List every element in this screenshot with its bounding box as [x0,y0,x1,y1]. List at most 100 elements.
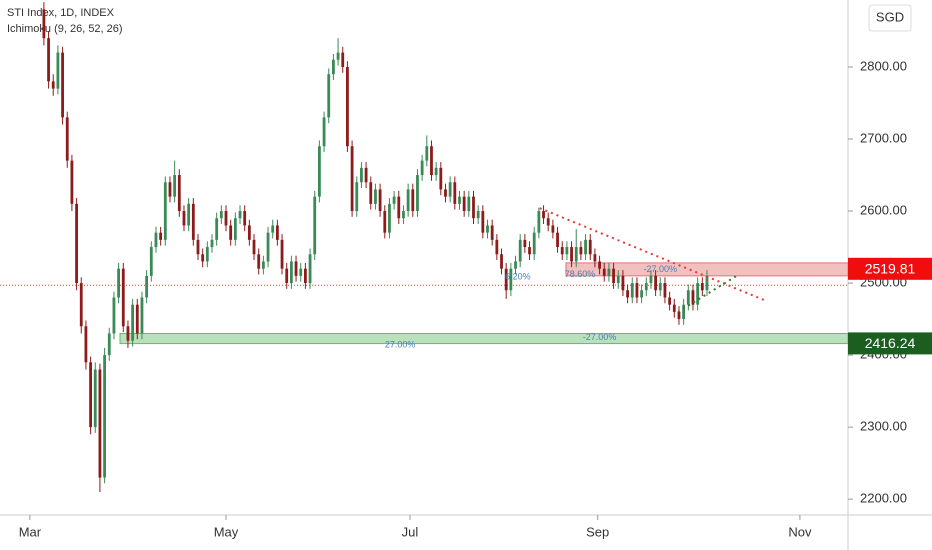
candle-body [233,218,237,240]
candle-body [322,117,326,147]
candle-body [523,239,527,248]
candle-body [280,239,284,269]
candle-body [252,239,256,255]
candle-body [551,225,555,233]
candle-body [229,225,233,240]
candle-body [210,239,214,248]
candle-body [154,232,158,248]
candle-body [668,297,672,305]
candle-body [397,196,401,219]
candle-body [598,261,601,269]
candle-body [630,283,634,298]
price-label-box [848,332,932,355]
candle-body [336,52,340,60]
candle-body [205,247,209,262]
candle-body [215,218,219,240]
y-tick-label: 2200.00 [860,491,907,506]
indicator-label: Ichimoku (9, 26, 52, 26) [7,23,123,35]
candle-body [378,189,382,212]
candle-body [303,268,307,284]
candle-body [79,283,83,327]
candle-body [126,326,130,341]
x-tick-label: Nov [788,524,812,539]
candle-body [285,268,289,284]
candle-body [518,239,522,262]
candle-body [238,211,242,219]
y-tick-label: 2600.00 [860,202,907,217]
candle-body [462,196,466,212]
candle-body [490,225,494,240]
candle-body [439,167,443,190]
candle-body [182,211,186,226]
candle-body [89,362,92,428]
candle-body [402,211,405,219]
candle-body [565,247,569,255]
candle-body [556,232,559,248]
annotation: -27.00% [583,332,617,342]
annotation: 6.20% [505,272,531,282]
candle-body [532,232,536,255]
candle-body [500,254,503,269]
candle-body [355,182,359,212]
candle-body [504,268,508,291]
candle-body [224,211,228,226]
y-tick-label: 2800.00 [860,58,907,73]
candle-body [411,189,415,212]
candle-body [406,189,410,212]
candle-body [84,326,88,363]
candle-body [289,261,293,284]
candle-body [416,175,419,212]
candle-body [163,182,167,240]
candle-body [612,268,615,284]
candle-body [42,9,46,39]
candle-body [261,261,265,269]
candle-body [486,225,489,233]
currency-button[interactable] [868,4,912,32]
candle-body [663,283,667,298]
candle-body [149,247,153,276]
y-tick-label: 2300.00 [860,419,907,434]
candle-body [546,218,550,226]
candle-body [201,254,205,262]
x-tick-label: Mar [19,524,42,539]
candle-body [621,275,625,291]
candle-body [388,203,391,233]
candle-body [420,160,424,176]
candle-body [691,290,695,305]
candle-body [574,247,578,262]
candle-body [360,167,363,183]
y-tick-label: 2700.00 [860,130,907,145]
candle-body [584,239,587,255]
x-tick-label: Sep [586,524,609,539]
candle-body [602,268,606,276]
candle-body [327,74,331,118]
candle-body [616,275,620,284]
candle-body [696,283,700,305]
candle-body [299,268,303,276]
candle-body [47,38,50,82]
candle-body [187,203,191,226]
price-label: 2519.81 [865,261,916,277]
candle-body [350,146,354,212]
candle-body [537,211,541,233]
candle-body [247,225,251,240]
candle-body [528,247,531,255]
candle-body [434,167,438,176]
candle-body [495,239,499,255]
candle-body [103,355,106,478]
annotation: -27.00% [644,264,678,274]
candle-body [98,369,102,478]
candle-body [257,254,261,269]
zone [119,332,849,345]
x-tick-label: May [214,524,239,539]
candle-body [672,304,676,312]
candle-body [275,225,279,240]
candle-body [635,283,639,298]
candle-body [374,189,377,204]
x-tick-label: Jul [402,524,419,539]
candle-body [430,146,433,176]
candle-body [313,196,317,255]
candle-body [588,239,592,255]
